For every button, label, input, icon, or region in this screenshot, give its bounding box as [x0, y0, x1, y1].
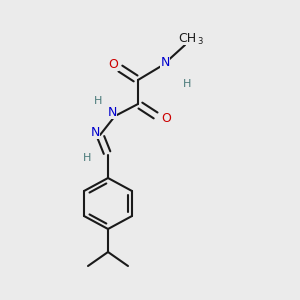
Text: N: N [90, 125, 100, 139]
Text: O: O [161, 112, 171, 125]
Text: H: H [183, 79, 191, 89]
Text: CH: CH [178, 32, 196, 44]
Text: 3: 3 [197, 38, 203, 46]
Text: H: H [94, 96, 102, 106]
Text: O: O [108, 58, 118, 70]
Text: N: N [107, 106, 117, 118]
Text: H: H [83, 153, 91, 163]
Text: N: N [160, 56, 170, 70]
